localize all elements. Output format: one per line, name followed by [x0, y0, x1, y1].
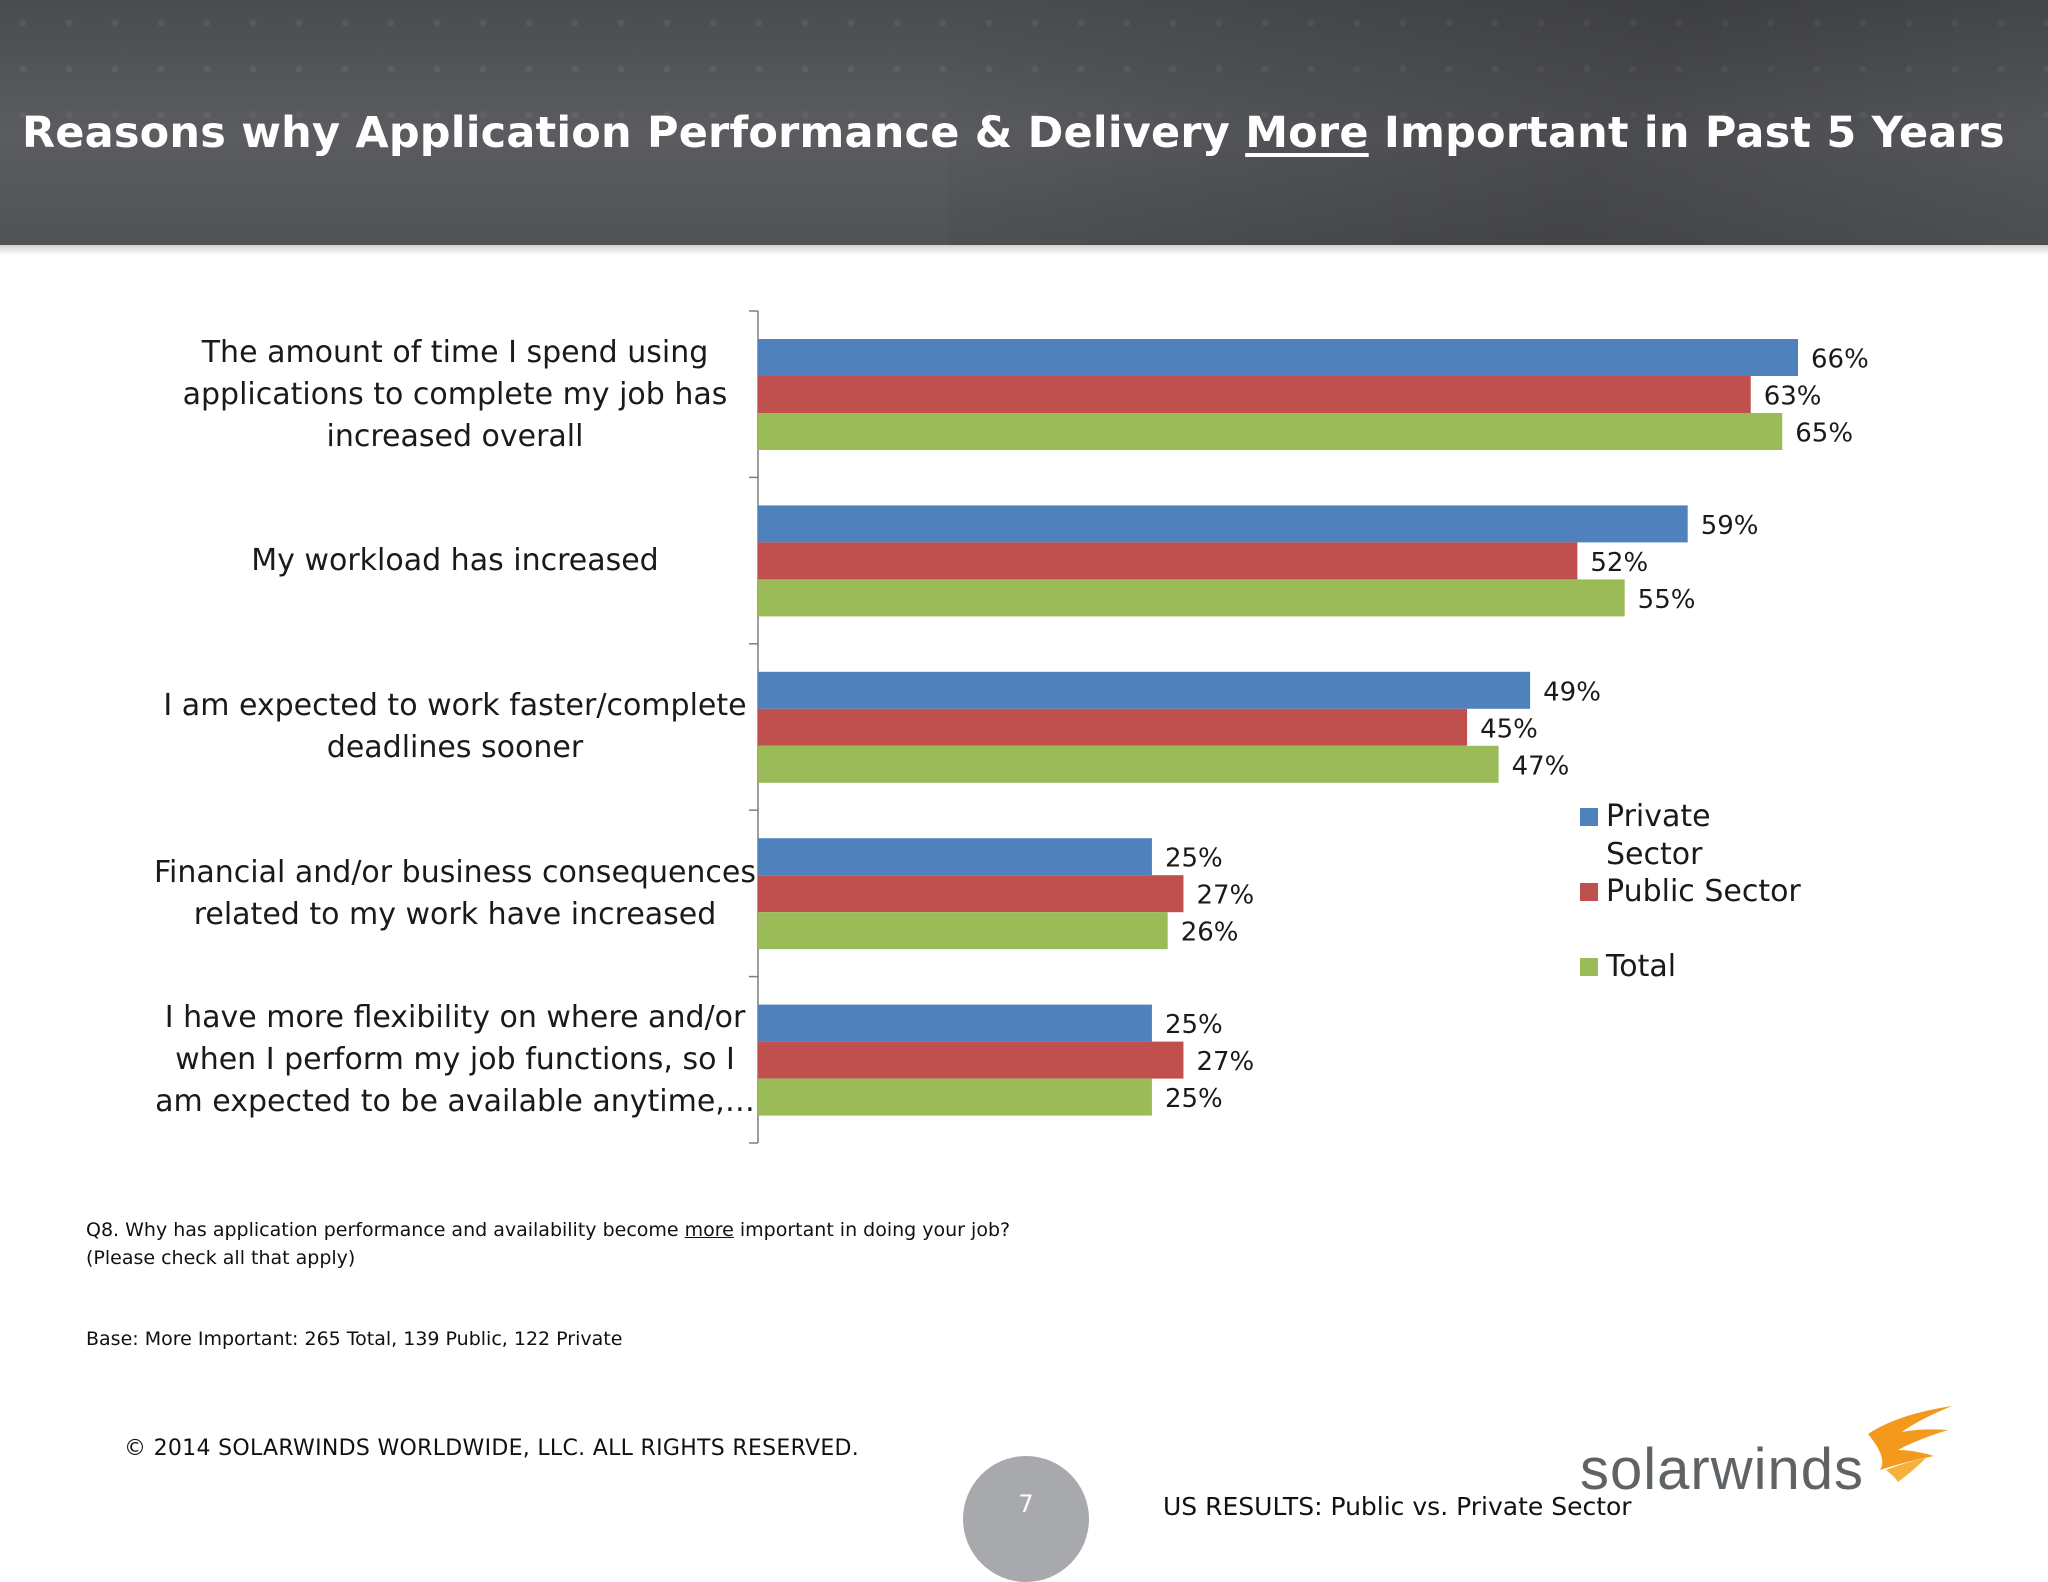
- results-caption: US RESULTS: Public vs. Private Sector: [1163, 1492, 1632, 1521]
- bar-chart: 66% 63% 65% 59% 52% 55% 49%45% 47% 25% 27% 26% 25% 2…: [749, 310, 1869, 1144]
- data-label: 25%: [1165, 844, 1223, 874]
- bar-total: [758, 579, 1625, 617]
- bar-private-sector: [758, 505, 1688, 543]
- bar-total: [758, 413, 1783, 450]
- bar-public-sector: [758, 875, 1184, 913]
- legend-swatch-private: [1580, 808, 1598, 826]
- base-note: Base: More Important: 265 Total, 139 Pub…: [86, 1328, 623, 1350]
- header-texture: [0, 0, 2048, 140]
- category-label-line: I am expected to work faster/complete: [163, 688, 747, 724]
- copyright: © 2014 SOLARWINDS WORLDWIDE, LLC. ALL RI…: [124, 1436, 860, 1461]
- bar-public-sector: [758, 1041, 1184, 1079]
- category-label-line: The amount of time I spend using: [201, 334, 709, 370]
- bar-private-sector: [758, 339, 1798, 376]
- data-label: 45%: [1480, 714, 1538, 744]
- bar-total: [758, 745, 1499, 783]
- category-label-line: My workload has increased: [251, 542, 659, 578]
- category-label-line: increased overall: [326, 418, 584, 454]
- bar-private-sector: [758, 671, 1531, 709]
- data-label: 26%: [1181, 918, 1239, 948]
- legend-label-public: Public Sector: [1606, 874, 1801, 909]
- page-number: 7: [1018, 1490, 1034, 1518]
- flame-icon: [1868, 1406, 1952, 1482]
- category-label-line: applications to complete my job has: [182, 376, 728, 412]
- bar-private-sector: [758, 838, 1152, 876]
- header-shadow: [0, 245, 2048, 255]
- category-label-line: I have more flexibility on where and/or: [164, 1000, 746, 1036]
- category-label-line: when I perform my job functions, so I: [175, 1042, 735, 1078]
- data-label: 66%: [1811, 345, 1869, 375]
- logo-wordmark: solarwinds: [1580, 1437, 1864, 1502]
- bar-total: [758, 912, 1168, 950]
- page-number-badge: [963, 1456, 1089, 1582]
- title-emphasis: More: [1245, 108, 1369, 158]
- data-label: 63%: [1764, 382, 1822, 412]
- data-label: 59%: [1701, 511, 1759, 541]
- bar-private-sector: [758, 1004, 1152, 1042]
- bar-public-sector: [758, 542, 1578, 580]
- category-label: The amount of time I spend using applicat…: [135, 332, 775, 458]
- data-label: 47%: [1512, 751, 1570, 781]
- category-label-line: Financial and/or business consequences: [153, 854, 757, 890]
- category-label: I have more flexibility on where and/or w…: [135, 997, 775, 1123]
- header-shade: [948, 0, 2048, 245]
- legend-swatch-total: [1580, 958, 1598, 976]
- solarwinds-logo: solarwinds: [1580, 1400, 1960, 1502]
- data-label: 65%: [1795, 419, 1853, 449]
- page-title: Reasons why Application Performance & De…: [22, 108, 2005, 158]
- category-label: I am expected to work faster/complete dea…: [135, 685, 775, 769]
- category-label: Financial and/or business consequences re…: [135, 852, 775, 936]
- data-label: 49%: [1543, 677, 1601, 707]
- legend-swatch-public: [1580, 883, 1598, 901]
- bar-public-sector: [758, 708, 1468, 746]
- question-emphasis: more: [684, 1219, 734, 1241]
- data-label: 27%: [1196, 1047, 1254, 1077]
- legend-label-private: Private Sector: [1606, 799, 1711, 872]
- bar-total: [758, 1078, 1152, 1116]
- data-label: 55%: [1638, 585, 1696, 615]
- data-label: 25%: [1165, 1010, 1223, 1040]
- data-label: 52%: [1590, 548, 1648, 578]
- category-label-line: deadlines sooner: [326, 730, 584, 766]
- category-label-line: related to my work have increased: [193, 896, 717, 932]
- category-label: My workload has increased: [135, 540, 775, 582]
- legend-label-total: Total: [1606, 949, 1677, 984]
- data-label: 27%: [1196, 881, 1254, 911]
- category-label-line: am expected to be available anytime,…: [155, 1084, 755, 1120]
- bar-public-sector: [758, 376, 1751, 413]
- slide-header: Reasons why Application Performance & De…: [0, 0, 2048, 245]
- survey-question: Q8. Why has application performance and …: [86, 1219, 1011, 1269]
- data-label: 25%: [1165, 1084, 1223, 1114]
